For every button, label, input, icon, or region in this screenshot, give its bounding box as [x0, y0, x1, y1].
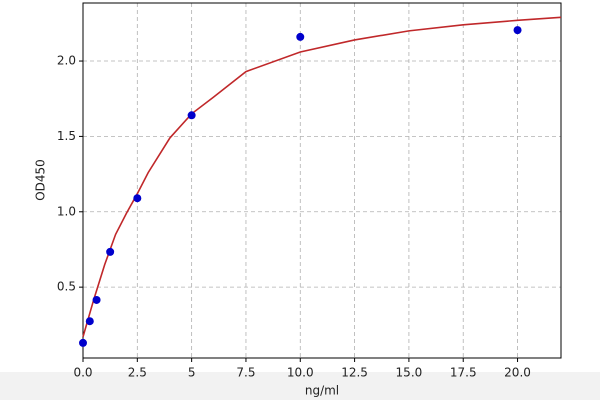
- x-tick-label: 15.0: [396, 366, 423, 380]
- data-point: [513, 26, 522, 35]
- x-tick-label: 0.0: [73, 366, 92, 380]
- x-tick-label: 17.5: [450, 366, 477, 380]
- data-point: [133, 194, 142, 203]
- y-tick-label: 1.5: [57, 129, 76, 143]
- x-tick-label: 2.5: [128, 366, 147, 380]
- data-point: [85, 317, 94, 326]
- footer-band: [0, 372, 600, 400]
- x-tick-label: 10.0: [287, 366, 314, 380]
- data-point: [92, 295, 101, 304]
- x-tick-label: 12.5: [341, 366, 368, 380]
- data-point: [106, 247, 115, 256]
- data-point: [79, 338, 87, 347]
- y-tick-label: 0.5: [57, 280, 76, 294]
- y-tick-label: 2.0: [57, 54, 76, 68]
- x-tick-label: 7.5: [236, 366, 255, 380]
- y-axis-label: OD450: [34, 159, 48, 201]
- x-axis-label: ng/ml: [305, 384, 339, 398]
- x-tick-label: 20.0: [504, 366, 531, 380]
- y-tick-label: 1.0: [57, 204, 76, 218]
- data-point: [296, 32, 305, 41]
- data-point: [187, 111, 196, 120]
- x-tick-label: 5: [188, 366, 196, 380]
- plot-frame: [82, 2, 562, 359]
- fit-curve: [82, 16, 562, 338]
